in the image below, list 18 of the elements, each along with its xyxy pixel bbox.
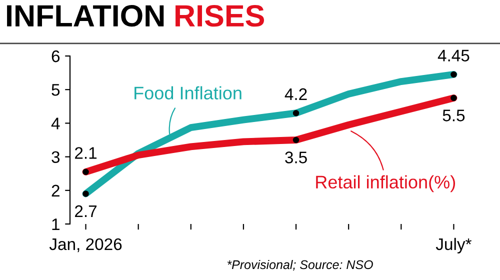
legend-label: Retail inflation(%) (316, 175, 456, 192)
y-tick-label: 1 (52, 218, 60, 230)
x-tick-label: July* (436, 238, 472, 254)
x-tick-label: Jan, 2026 (49, 238, 122, 252)
y-tick-label: 4 (51, 118, 60, 130)
annotation: 5.5 (442, 110, 465, 122)
y-tick-label: 5 (52, 84, 60, 96)
annotation: 2.7 (75, 205, 97, 217)
y-tick-label: 2 (52, 184, 60, 196)
text: *Provisional; Source: NSO (227, 260, 373, 271)
chart-title: INFLATION RISES (7, 5, 264, 27)
annotation: 4.45 (438, 50, 470, 62)
annotation: 3.5 (285, 152, 307, 164)
annotation: 2.1 (75, 147, 97, 159)
annotation: 4.2 (284, 88, 307, 100)
y-tick-label: 6 (52, 50, 60, 62)
series-label: Food Inflation (134, 86, 242, 100)
y-tick-label: 3 (52, 151, 60, 164)
